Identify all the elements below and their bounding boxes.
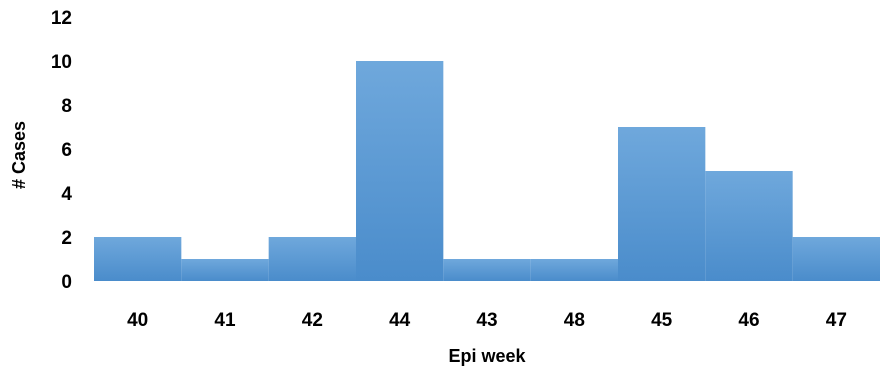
bar-week-43 [443,259,531,281]
x-tick-label: 45 [651,310,673,331]
bar-week-44 [356,61,444,281]
x-tick-label: 48 [564,310,585,331]
x-tick-label: 43 [476,310,497,331]
y-axis-title: # Cases [9,121,29,189]
y-axis-ticks: 0 2 4 6 8 10 12 [51,8,73,293]
bar-week-41 [181,259,269,281]
y-tick-label: 12 [51,8,72,29]
y-tick-label: 10 [51,52,72,73]
bar-week-42 [268,237,356,281]
bar-week-46 [705,171,793,281]
bars-group [94,61,880,281]
y-tick-label: 4 [61,184,72,205]
bar-week-40 [94,237,182,281]
x-tick-label: 44 [389,310,411,331]
y-tick-label: 8 [61,96,72,117]
x-tick-label: 46 [738,310,759,331]
x-tick-label: 41 [214,310,236,331]
y-tick-label: 6 [61,140,72,161]
x-axis-title: Epi week [448,346,526,366]
bar-week-45 [618,127,706,281]
bar-week-48 [530,259,618,281]
y-tick-label: 0 [61,272,72,293]
bar-week-47 [792,237,880,281]
x-tick-label: 47 [826,310,847,331]
x-tick-label: 40 [127,310,148,331]
x-tick-label: 42 [302,310,323,331]
y-tick-label: 2 [61,228,72,249]
x-axis-ticks: 40 41 42 44 43 48 45 46 47 [127,310,847,331]
